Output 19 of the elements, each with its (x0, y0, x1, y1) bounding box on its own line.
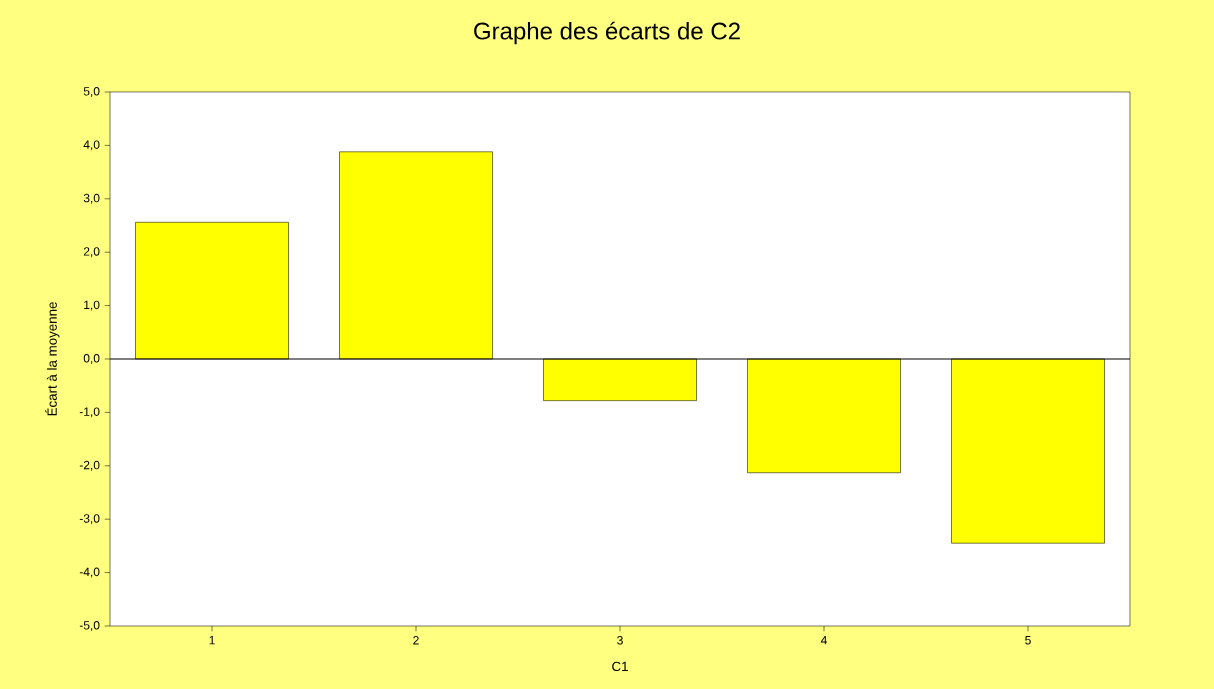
y-tick-label: 3,0 (83, 193, 100, 204)
x-axis-title: C1 (612, 661, 628, 672)
y-tick-label: -4,0 (79, 567, 100, 578)
y-tick-label: -3,0 (79, 514, 100, 525)
y-tick-label: 4,0 (83, 140, 100, 151)
y-tick-label: 2,0 (83, 247, 100, 258)
x-tick-label: 1 (209, 636, 215, 645)
y-tick-label: -2,0 (79, 460, 100, 471)
y-tick-label: -5,0 (79, 621, 100, 631)
chart-title: Graphe des écarts de C2 (474, 21, 740, 45)
y-axis-title: Écart à la moyenne (45, 302, 60, 416)
y-tick-label: 1,0 (84, 300, 100, 311)
x-tick-label: 5 (1025, 636, 1031, 645)
x-tick-label: 4 (820, 636, 827, 645)
y-tick-label: -1,0 (79, 407, 100, 418)
x-tick-label: 2 (413, 636, 419, 645)
y-tick-label: 0,0 (83, 354, 100, 364)
y-tick-label: 5,0 (83, 87, 100, 97)
x-tick-label: 3 (617, 636, 623, 645)
